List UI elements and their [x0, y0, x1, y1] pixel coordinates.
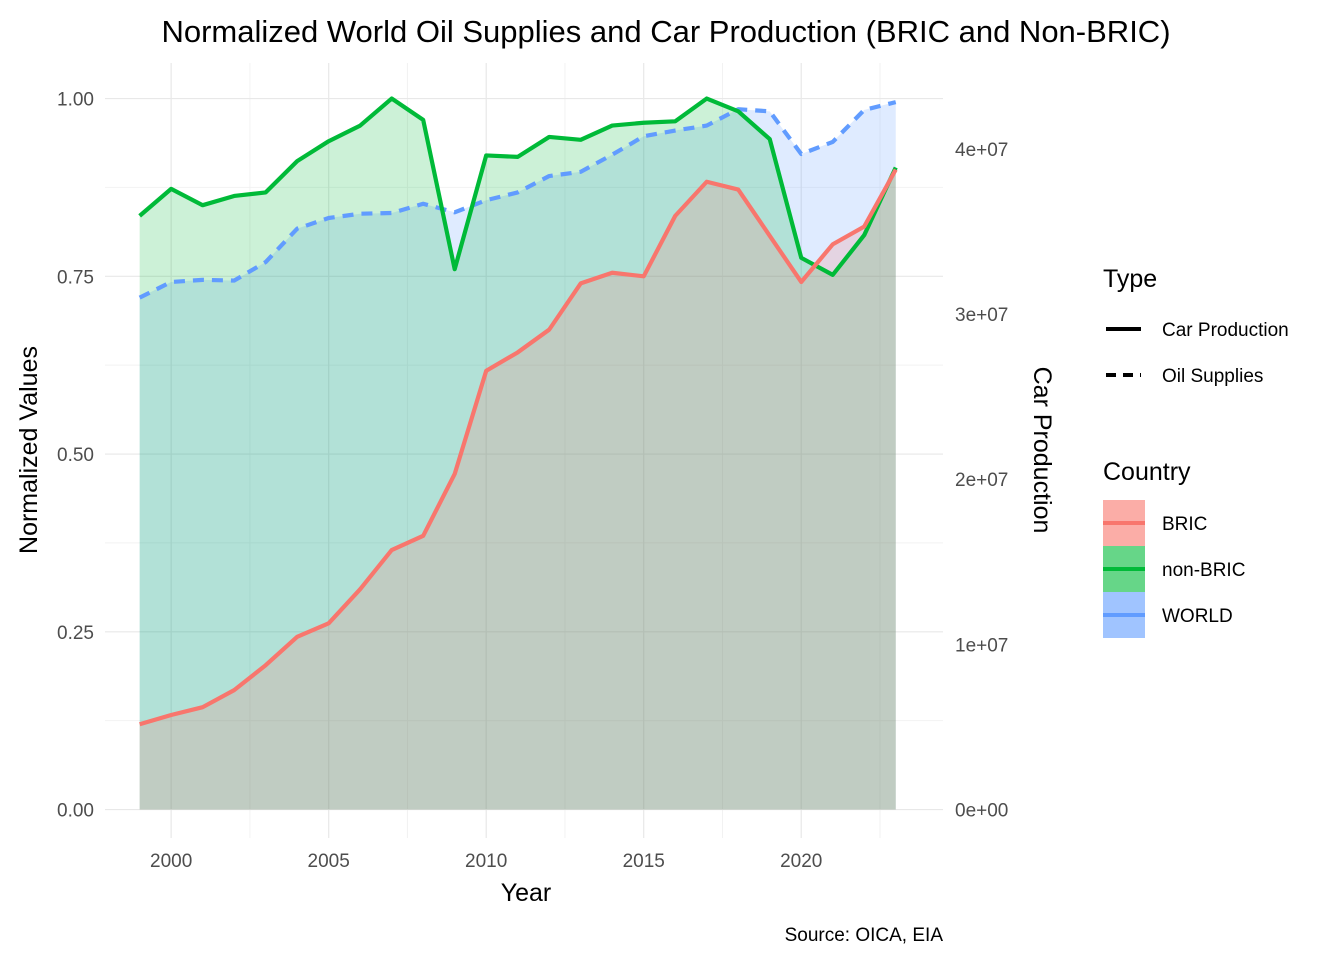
y2-tick-label: 2e+07: [955, 470, 1008, 491]
x-tick-label: 2000: [150, 851, 192, 872]
line-world: [138, 100, 897, 300]
y-tick-label: 1.00: [57, 90, 94, 111]
legend-country-label: WORLD: [1162, 606, 1233, 627]
x-tick-label: 2010: [465, 851, 507, 872]
line-layer: [138, 96, 898, 727]
legend-type-items: Car Production Oil Supplies: [1106, 320, 1289, 387]
y-axis-title: Normalized Values: [15, 346, 43, 554]
x-tick-label: 2020: [780, 851, 822, 872]
axis-layer: 0.00 0.25 0.50 0.75 1.00 0e+00 1e+07 2e+07 3e+07…: [57, 90, 1008, 872]
y-tick-label: 0.75: [57, 267, 94, 288]
x-tick-label: 2005: [308, 851, 350, 872]
area-non-bric: [139, 98, 896, 810]
y2-tick-label: 3e+07: [955, 305, 1008, 326]
legend-type-title: Type: [1103, 265, 1157, 293]
legend-country-label: BRIC: [1162, 514, 1207, 535]
legend-type-label: Car Production: [1162, 320, 1289, 341]
legend-country-items: BRIC non-BRIC WORLD: [1103, 500, 1245, 638]
area-bric: [139, 169, 896, 810]
x-axis-title: Year: [501, 879, 552, 907]
legend-type-label: Oil Supplies: [1162, 366, 1263, 387]
area-world: [139, 102, 896, 810]
caption: Source: OICA, EIA: [785, 925, 944, 946]
y-tick-label: 0.00: [57, 801, 94, 822]
y2-tick-label: 1e+07: [955, 635, 1008, 656]
legend-country-label: non-BRIC: [1162, 560, 1245, 581]
y2-tick-label: 4e+07: [955, 140, 1008, 161]
legend-country-title: Country: [1103, 458, 1191, 486]
area-layer: [139, 98, 896, 810]
chart-title: Normalized World Oil Supplies and Car Pr…: [161, 14, 1170, 49]
y2-tick-label: 0e+00: [955, 801, 1008, 822]
y-tick-label: 0.50: [57, 445, 94, 466]
line-bric: [139, 168, 898, 727]
y-tick-label: 0.25: [57, 623, 94, 644]
x-tick-label: 2015: [623, 851, 665, 872]
line-non-bric: [138, 96, 898, 277]
y2-axis-title: Car Production: [1028, 367, 1056, 534]
